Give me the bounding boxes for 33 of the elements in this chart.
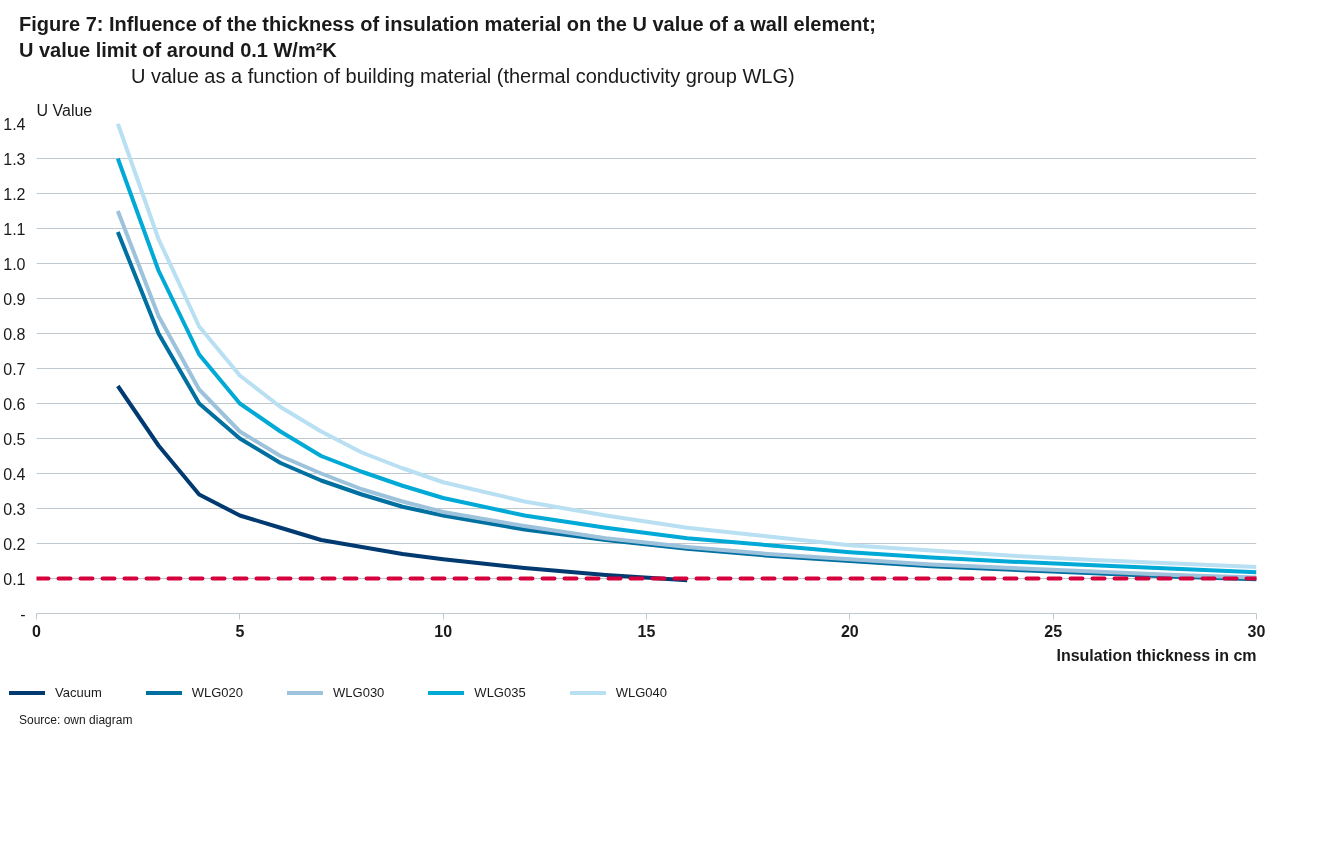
x-tick-label: 25 [1044,622,1063,640]
chart-subtitle: U value as a function of building material (thermal conductivity group WLG) [130,64,796,89]
x-tick-label: 30 [1247,622,1266,640]
y-tick-label: 0.7 [3,360,26,378]
y-axis-title: U Value [36,101,93,119]
legend-label: Vacuum [55,683,102,702]
legend-label: WLG030 [333,683,385,702]
y-tick-label: 1.4 [3,115,26,133]
x-tick-label: 15 [637,622,656,640]
y-tick-label: 1.1 [3,220,26,238]
x-tick-label: 20 [840,622,859,640]
legend-label: WLG020 [191,683,244,702]
y-tick-label: 1.2 [3,185,26,203]
x-axis-title: Insulation thickness in cm [1056,646,1257,664]
y-tick-label: 1.3 [3,150,26,168]
y-tick-label: - [20,605,26,623]
x-tick-label: 0 [32,622,42,640]
y-tick-label: 0.2 [3,535,26,553]
x-tick-label: 10 [434,622,453,640]
y-tick-label: 1.0 [3,255,26,273]
y-tick-label: 0.1 [3,570,26,588]
x-tick-label: 5 [235,622,245,640]
y-tick-label: 0.5 [3,430,26,448]
y-tick-label: 0.6 [3,395,26,413]
y-tick-label: 0.9 [3,290,26,308]
y-tick-label: 0.8 [3,325,26,343]
y-tick-label: 0.3 [3,500,26,518]
y-tick-label: 0.4 [3,465,26,483]
chart-title: Figure 7: Influence of the thickness of insulation material on the U value of a wall element; U value limit of around 0.1 W/m²K [19,12,876,63]
line-series [115,384,690,583]
source-note: Source: own diagram [19,712,133,730]
legend-label: WLG035 [474,683,526,702]
legend-label: WLG040 [615,683,667,702]
